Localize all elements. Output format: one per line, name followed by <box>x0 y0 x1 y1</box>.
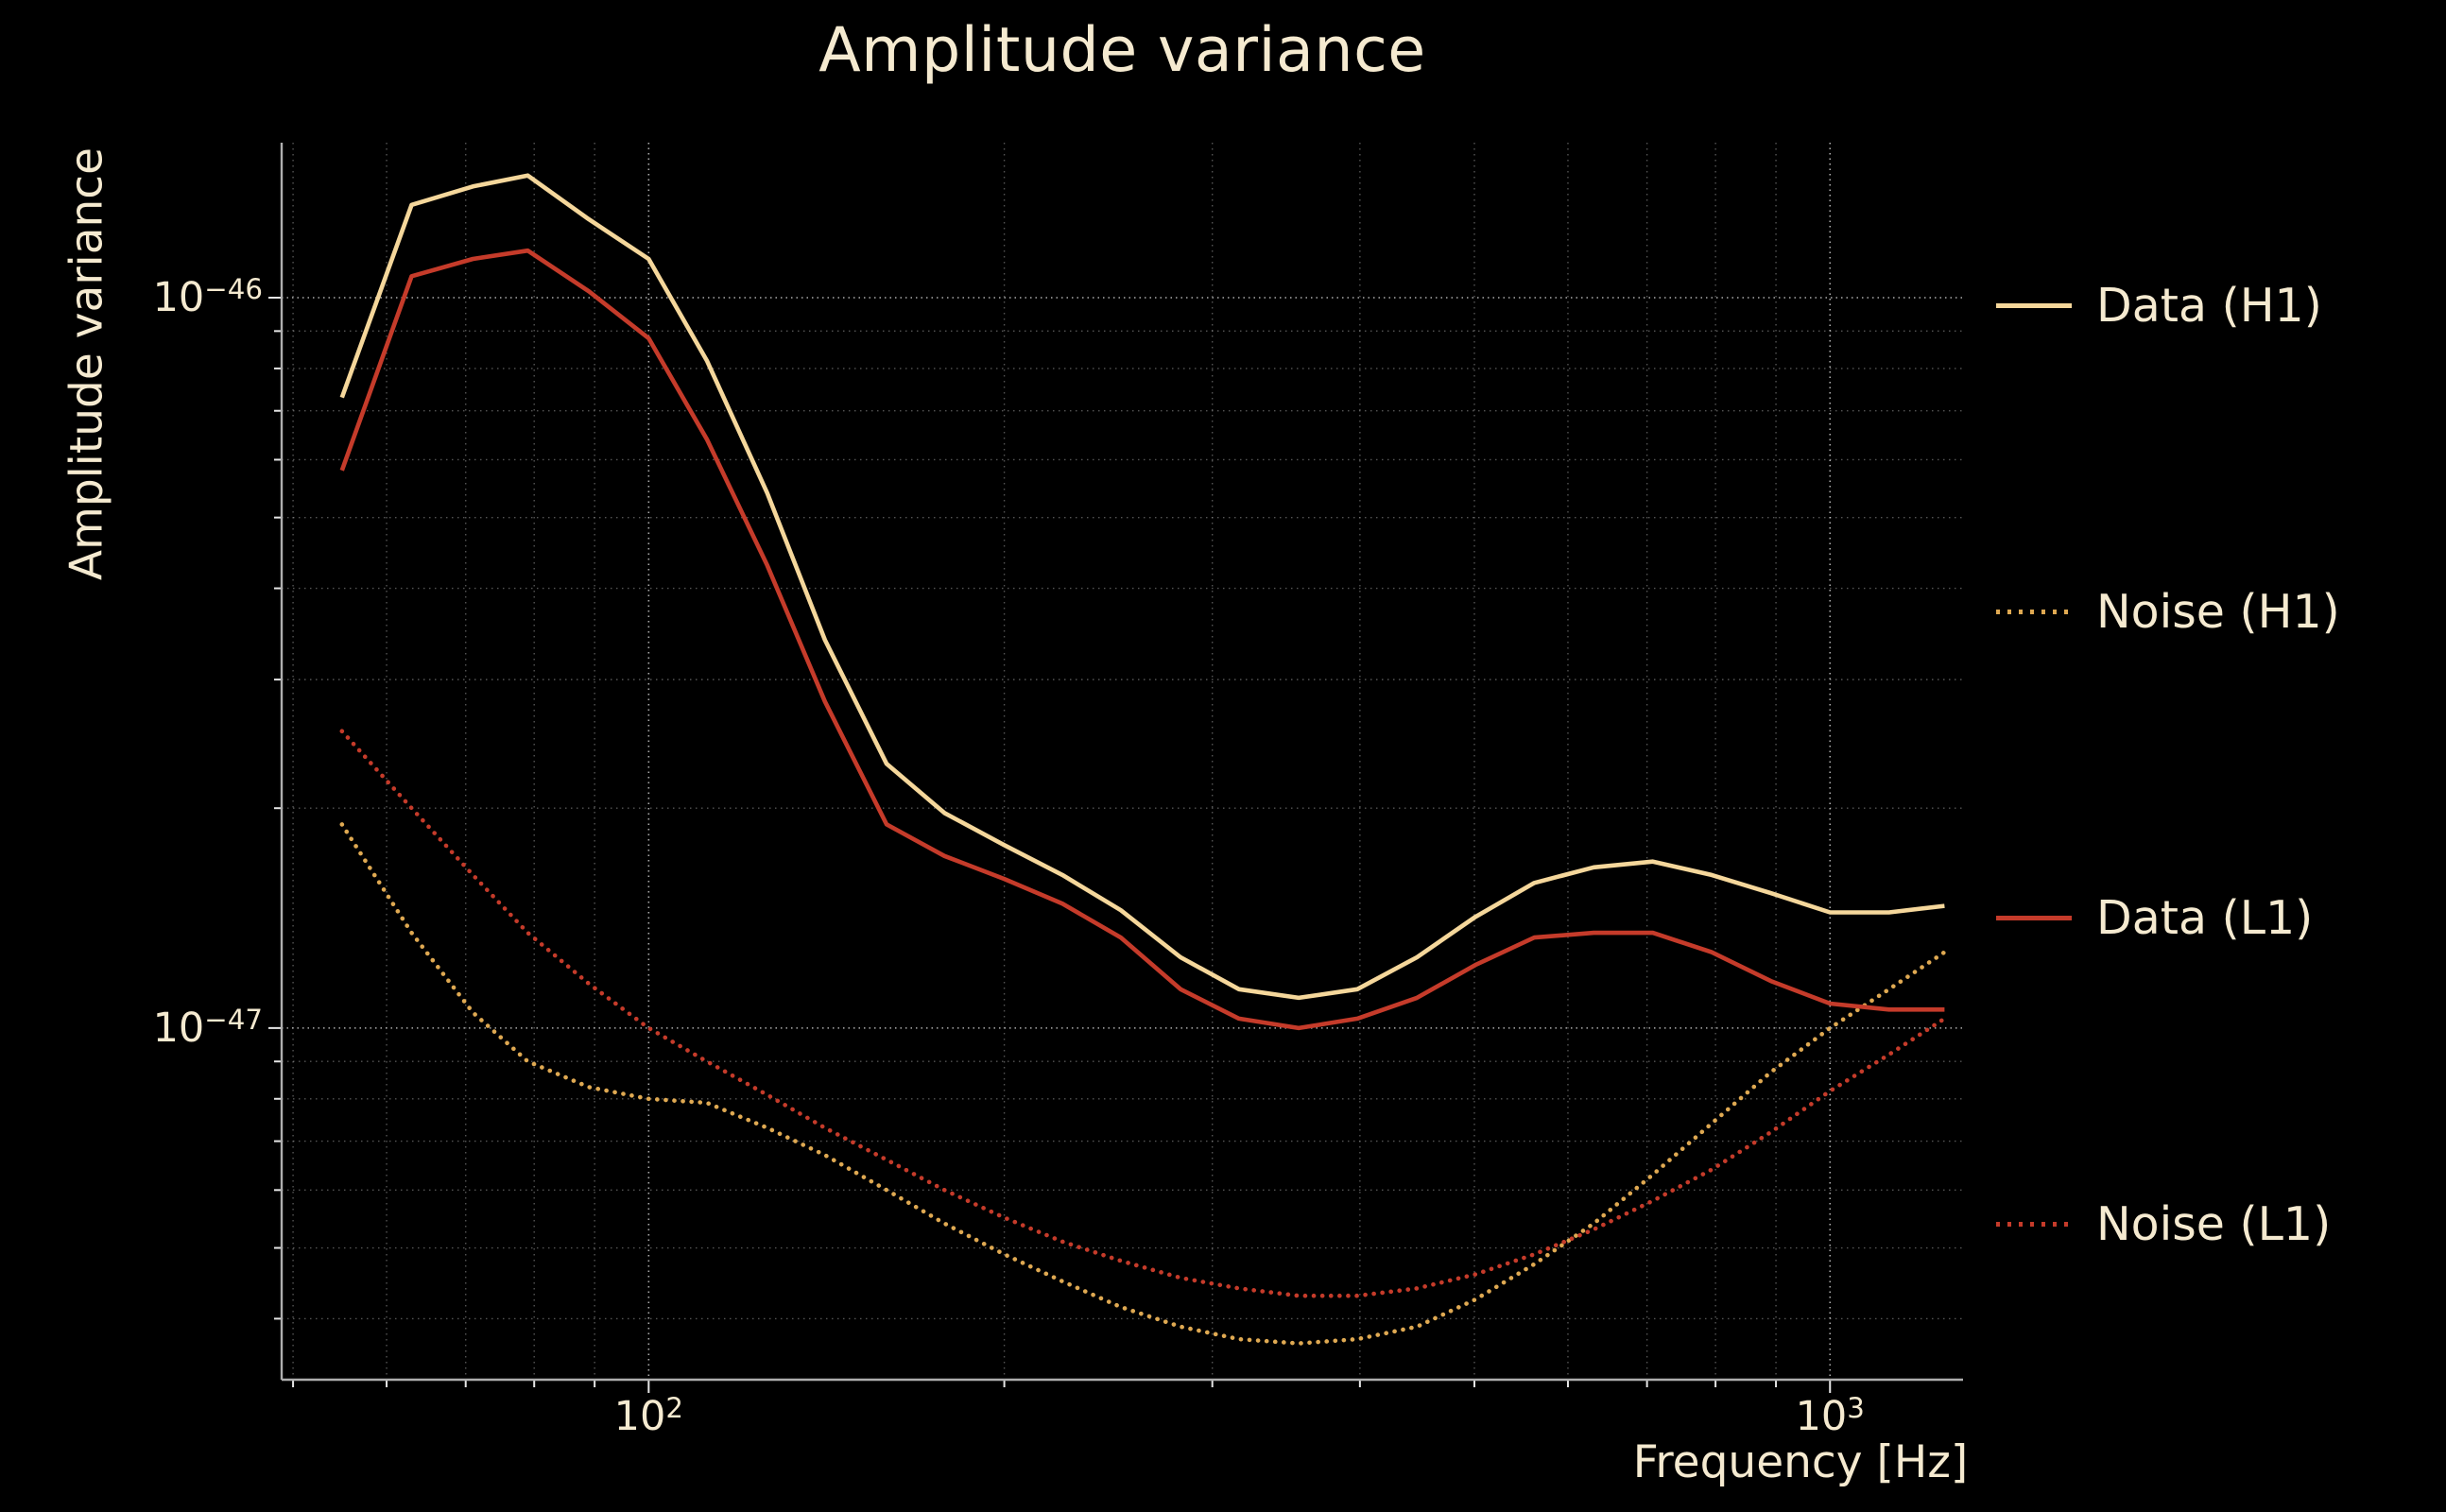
series-noise-l1 <box>339 729 1947 1298</box>
legend-item-noise-l1: Noise (L1) <box>1996 1194 2331 1253</box>
legend-item-noise-h1: Noise (H1) <box>1996 582 2340 641</box>
y-tick-label: 10−46 <box>152 272 263 321</box>
chart-title: Amplitude variance <box>818 15 1426 86</box>
legend-dotted-line-sample <box>1996 1221 2072 1227</box>
legend-item-data-h1: Data (H1) <box>1996 276 2322 335</box>
x-tick-label: 102 <box>613 1391 683 1440</box>
series-data-h1 <box>339 173 1945 1001</box>
legend-solid-line-sample <box>1996 915 2072 920</box>
x-tick-label: 103 <box>1795 1391 1865 1440</box>
y-tick-label: 10−47 <box>152 1003 263 1052</box>
legend-label: Noise (L1) <box>2096 1196 2332 1251</box>
legend-solid-line-sample <box>1996 302 2072 308</box>
legend-dotted-line-sample <box>1996 609 2072 614</box>
legend-label: Noise (H1) <box>2096 584 2340 639</box>
legend-label: Data (L1) <box>2096 890 2314 945</box>
legend-label: Data (H1) <box>2096 278 2322 333</box>
x-axis-label: Frequency [Hz] <box>1632 1436 1969 1488</box>
y-axis-label: Amplitude variance <box>60 146 113 581</box>
series-noise-h1 <box>339 822 1947 1346</box>
series-data-l1 <box>339 248 1945 1031</box>
legend-item-data-l1: Data (L1) <box>1996 888 2313 947</box>
